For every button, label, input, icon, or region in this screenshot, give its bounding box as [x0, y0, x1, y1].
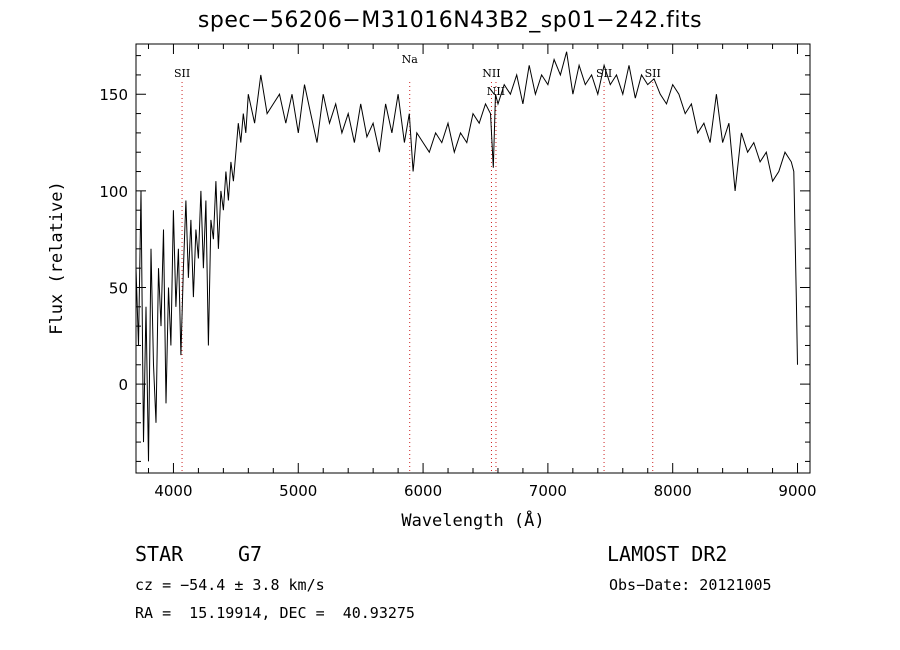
annotation-label: Na [402, 53, 419, 66]
annotation-label: SII [645, 67, 661, 80]
annotation-label: NII [487, 85, 505, 98]
survey-name: LAMOST DR2 [607, 542, 728, 566]
x-axis-label: Wavelength (Å) [401, 511, 545, 531]
object-class: STAR [135, 542, 184, 566]
redshift-text: cz = −54.4 ± 3.8 km/s [135, 576, 325, 594]
x-tick-label: 6000 [404, 482, 442, 500]
y-axis-label: Flux (relative) [47, 181, 67, 335]
x-tick-label: 7000 [529, 482, 567, 500]
x-tick-label: 4000 [154, 482, 192, 500]
series-line [136, 51, 798, 462]
annotation-label: NII [482, 67, 500, 80]
coordinates-text: RA = 15.19914, DEC = 40.93275 [135, 604, 415, 622]
y-tick-label: 150 [99, 86, 128, 104]
annotation-label: SII [596, 67, 612, 80]
x-tick-label: 5000 [279, 482, 317, 500]
y-tick-label: 50 [109, 279, 128, 297]
obs-date-text: Obs−Date: 20121005 [609, 576, 772, 594]
annotation-lines [181, 82, 654, 473]
series-layer [136, 51, 798, 462]
x-tick-label: 8000 [654, 482, 692, 500]
y-tick-label: 100 [99, 183, 128, 201]
x-tick-label: 9000 [778, 482, 816, 500]
chart-title: spec−56206−M31016N43B2_sp01−242.fits [197, 8, 703, 33]
annotation-label: SII [174, 67, 190, 80]
annotation-labels: SII Na NII NII SII SII [174, 53, 661, 98]
y-tick-label: 0 [118, 376, 128, 394]
axis-ticks: 4000 5000 6000 7000 8000 9000 0 50 100 150 [99, 44, 817, 500]
plot-frame [135, 43, 811, 474]
object-subclass: G7 [238, 542, 263, 566]
